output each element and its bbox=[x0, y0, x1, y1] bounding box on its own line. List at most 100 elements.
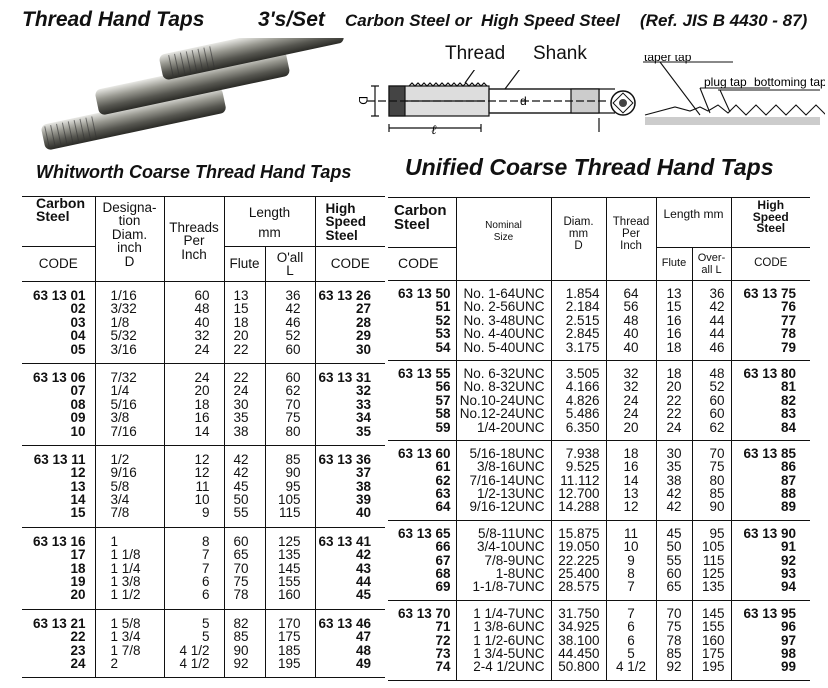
header-hss-code: CODE bbox=[730, 247, 810, 281]
diameter-mm: 4.826 bbox=[565, 392, 600, 408]
carbon-code: 52 bbox=[435, 312, 451, 328]
header-length: Length mm bbox=[223, 196, 316, 247]
carbon-code-column-cell: 63 13 21 22 23 24 bbox=[22, 609, 95, 678]
overall-length: 60 bbox=[285, 369, 301, 385]
overall-length-column-cell: 70 75 80 85 90 bbox=[691, 440, 731, 521]
overall-length: 160 bbox=[701, 632, 725, 648]
overall-length-column-cell: 36 42 44 44 46 bbox=[691, 280, 731, 361]
overall-length-column-cell: 85 90 95 105 115 bbox=[264, 445, 316, 528]
hss-code: 86 bbox=[780, 459, 796, 475]
threads-per-inch: 32 bbox=[623, 365, 639, 381]
overall-length: 115 bbox=[702, 552, 725, 568]
overall-length: 160 bbox=[277, 587, 301, 603]
table-row-group: 63 13 65 66 67 68 69 5/8-11UNC 3/4-10UNC 7/8-9U… bbox=[388, 520, 810, 601]
hss-code: 87 bbox=[780, 472, 796, 488]
threads-per-inch: 48 bbox=[194, 301, 210, 317]
table-row-group: 63 13 11 12 13 14 15 1/2 9/16 5/8 3/4 7/8 12 12 11 10… bbox=[22, 445, 386, 528]
hss-code: 77 bbox=[780, 312, 796, 328]
carbon-code: 23 bbox=[70, 642, 86, 658]
overall-length: 62 bbox=[709, 419, 725, 435]
carbon-code: 63 13 50 bbox=[397, 286, 451, 301]
set-label: 3's/Set bbox=[258, 8, 325, 31]
carbon-code-column-cell: 63 13 11 12 13 14 15 bbox=[22, 445, 95, 527]
carbon-code: 59 bbox=[435, 419, 451, 435]
flute-length-column-cell: 22 24 30 35 38 bbox=[223, 363, 265, 446]
designation: 9/16 bbox=[110, 465, 137, 481]
header-high-speed-steel: High Speed Steel bbox=[314, 196, 386, 247]
overall-length: 85 bbox=[285, 451, 301, 467]
overall-length: 155 bbox=[277, 574, 301, 590]
designation: 5/16 bbox=[110, 396, 137, 412]
bottoming-tap-label: bottoming tap bbox=[754, 75, 825, 89]
overall-length: 42 bbox=[285, 301, 301, 317]
threads-per-inch: 5 bbox=[627, 645, 635, 661]
carbon-code: 64 bbox=[435, 499, 451, 515]
designation: 1 1/2 bbox=[110, 587, 141, 603]
flute-length: 22 bbox=[233, 341, 249, 357]
overall-length: 70 bbox=[709, 445, 725, 461]
flute-length-column-cell: 13 15 18 20 22 bbox=[223, 281, 265, 364]
hss-code: 76 bbox=[780, 299, 796, 315]
diameter-mm: 1.854 bbox=[565, 286, 600, 301]
nominal-size: No. 1-64UNC bbox=[463, 286, 545, 301]
threads-per-inch: 9 bbox=[201, 505, 210, 521]
designation-column-cell: 1/16 3/32 1/8 5/32 3/16 bbox=[94, 281, 164, 364]
threads-per-inch-column-cell: 18 16 14 13 12 bbox=[605, 440, 656, 521]
overall-length: 44 bbox=[709, 312, 725, 328]
threads-per-inch: 32 bbox=[623, 379, 639, 395]
threads-per-inch: 24 bbox=[194, 341, 210, 357]
diameter-mm-column-cell: 7.938 9.525 11.112 12.700 14.288 bbox=[550, 440, 606, 521]
overall-length: 36 bbox=[709, 286, 725, 301]
hss-code: 63 13 26 bbox=[318, 288, 372, 303]
threads-per-inch: 4 1/2 bbox=[179, 655, 210, 671]
carbon-code: 24 bbox=[70, 655, 86, 671]
hss-code: 83 bbox=[780, 406, 796, 422]
flute-length: 90 bbox=[233, 642, 249, 658]
flute-length: 78 bbox=[233, 587, 249, 603]
threads-per-inch-column-cell: 24 20 18 16 14 bbox=[163, 363, 224, 446]
carbon-code: 74 bbox=[435, 659, 451, 675]
overall-length: 195 bbox=[701, 659, 725, 675]
overall-length: 52 bbox=[285, 328, 301, 344]
flute-length: 15 bbox=[233, 301, 249, 317]
designation: 7/8 bbox=[110, 505, 130, 521]
nominal-size: No.10-24UNC bbox=[459, 392, 545, 408]
flute-length: 55 bbox=[666, 552, 682, 568]
hss-code: 45 bbox=[355, 587, 372, 603]
nominal-size-column-cell: 5/8-11UNC 3/4-10UNC 7/8-9UNC 1-8UNC 1-1/8-7U… bbox=[455, 520, 551, 601]
hss-code: 99 bbox=[780, 659, 796, 675]
designation-column-cell: 1 5/8 1 3/4 1 7/8 2 bbox=[94, 609, 164, 678]
hss-code: 34 bbox=[355, 410, 372, 426]
overall-length: 125 bbox=[277, 533, 301, 549]
hss-code: 81 bbox=[780, 379, 796, 395]
threads-per-inch: 24 bbox=[194, 369, 210, 385]
diameter-mm-column-cell: 15.875 19.050 22.225 25.400 28.575 bbox=[550, 520, 606, 601]
overall-length: 170 bbox=[277, 615, 301, 631]
nominal-size: No. 3-48UNC bbox=[463, 312, 545, 328]
flute-length: 42 bbox=[233, 465, 249, 481]
nominal-size: 1 3/4-5UNC bbox=[473, 645, 545, 661]
diameter-mm: 3.175 bbox=[565, 339, 600, 355]
flute-length: 50 bbox=[666, 539, 682, 555]
designation: 1/8 bbox=[110, 314, 130, 330]
carbon-code-column-cell: 63 13 65 66 67 68 69 bbox=[388, 520, 456, 600]
flute-length: 65 bbox=[233, 547, 249, 563]
carbon-code-column-cell: 63 13 01 02 03 04 05 bbox=[22, 282, 95, 364]
hss-code: 94 bbox=[780, 579, 796, 595]
header-nominal-size: Nominal Size bbox=[455, 197, 551, 281]
flute-length: 92 bbox=[666, 659, 682, 675]
carbon-code: 09 bbox=[70, 410, 86, 426]
threads-per-inch: 18 bbox=[194, 396, 210, 412]
tap-end-view bbox=[610, 90, 636, 116]
hss-code-column-cell: 63 13 95 96 97 98 99 bbox=[730, 600, 810, 681]
carbon-code: 57 bbox=[435, 392, 451, 408]
flute-length: 38 bbox=[666, 472, 682, 488]
diameter-mm: 44.450 bbox=[558, 645, 600, 661]
overall-length: 46 bbox=[285, 314, 301, 330]
overall-length: 95 bbox=[709, 525, 725, 541]
carbon-code-column-cell: 63 13 70 71 72 73 74 bbox=[388, 600, 456, 680]
hss-code: 39 bbox=[355, 492, 372, 508]
nominal-size-column-cell: 1 1/4-7UNC 1 3/8-6UNC 1 1/2-6UNC 1 3/4-5UNC… bbox=[455, 600, 551, 681]
designation: 1 1/8 bbox=[110, 547, 141, 563]
